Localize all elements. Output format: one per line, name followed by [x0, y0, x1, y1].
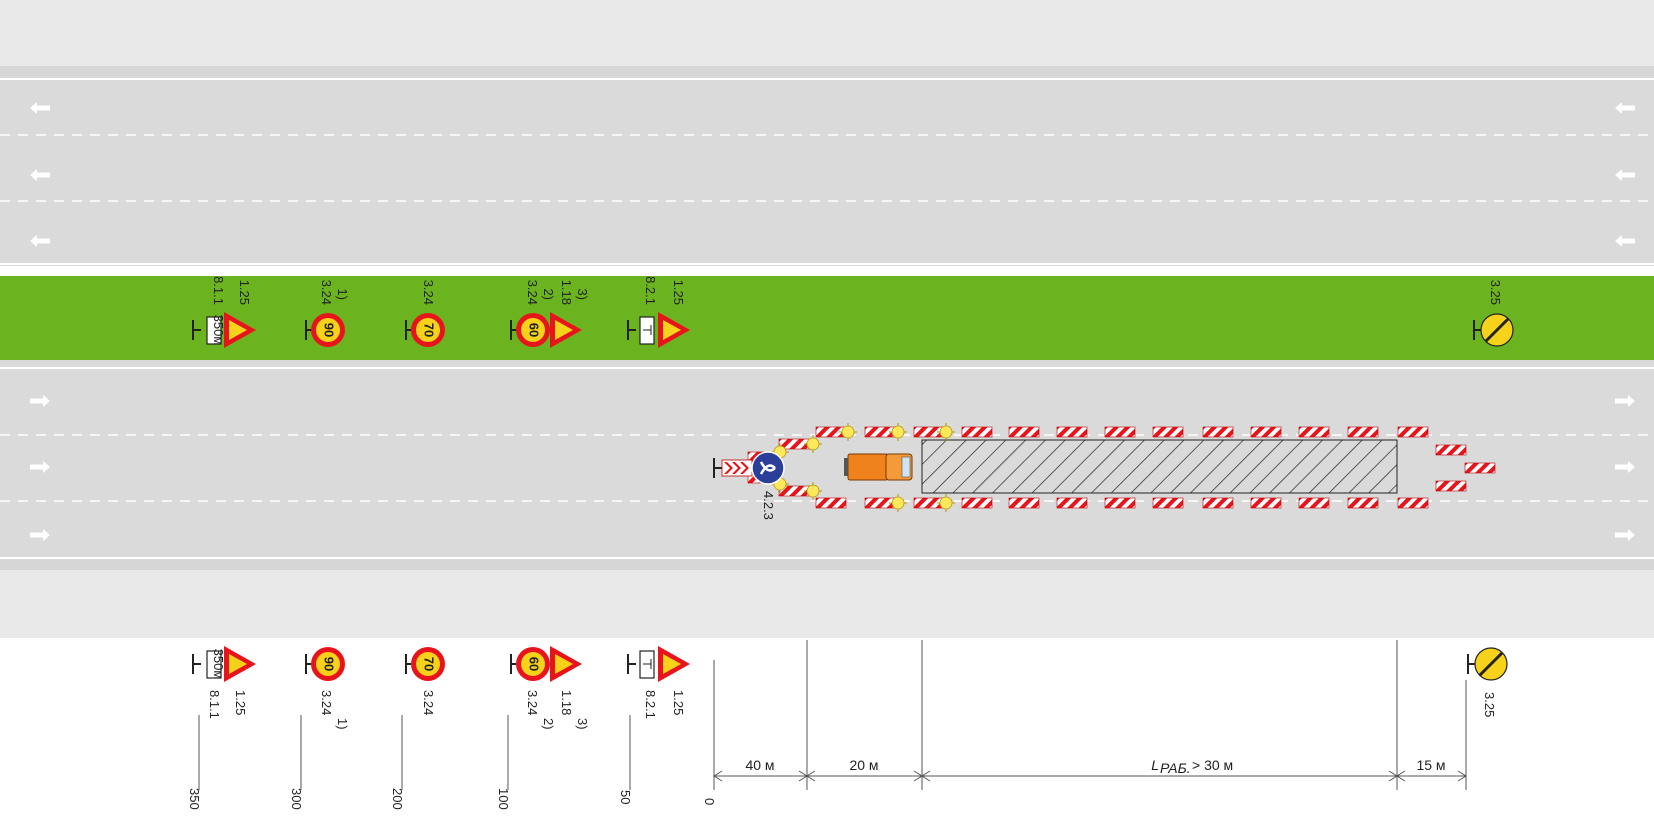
detour-sign-group: 4.2.3 [713, 451, 785, 520]
speed-value: 90 [322, 323, 337, 337]
keep-left-right-sign-icon [751, 451, 785, 485]
sign-code: 3.24 [525, 690, 540, 715]
sign-note: 1) [335, 288, 350, 300]
sign-group-50-roadside: 8.2.1 1.25 [627, 646, 690, 719]
work-area-hatched [921, 439, 1398, 494]
speed-value: 60 [527, 323, 542, 337]
distance-label: 100 [496, 788, 511, 810]
sign-code: 3.24 [525, 280, 540, 305]
sign-code: 1.18 [559, 690, 574, 715]
upper-curb [0, 66, 1654, 76]
end-sign-roadside: 3.25 [1467, 647, 1508, 717]
sign-code: 4.2.3 [761, 491, 776, 520]
sign-code: 8.2.1 [643, 690, 658, 719]
sign-group-100-median: 60 3.24 2) 1.18 3) [510, 280, 590, 348]
sign-code: 3.25 [1482, 692, 1497, 717]
sign-group-100-roadside: 60 3.24 2) 1.18 3) [510, 646, 590, 730]
sign-code: 1.18 [559, 280, 574, 305]
lower-carriageway [0, 360, 1654, 560]
distance-guides [198, 640, 1467, 790]
sign-code: 3.24 [319, 690, 334, 715]
distance-label: 350 [187, 788, 202, 810]
sign-code: 8.1.1 [211, 276, 226, 305]
sign-code: 8.1.1 [207, 690, 222, 719]
plate-sign [206, 316, 222, 345]
plate-text: 350м [211, 315, 226, 346]
sign-note: 3) [575, 718, 590, 730]
sign-code: 3.24 [319, 280, 334, 305]
speed-value: 60 [527, 657, 542, 671]
sign-code: 3.24 [421, 690, 436, 715]
end-sign-median: 3.25 [1473, 280, 1514, 347]
sign-note: 2) [541, 718, 556, 730]
sign-code: 3.25 [1488, 280, 1503, 305]
distance-label: 300 [289, 788, 304, 810]
dim-work-zone-symbol: L [1151, 757, 1159, 773]
distance-zero-label: 0 [702, 798, 717, 805]
dim-end-taper: 15 м [1416, 757, 1445, 773]
sign-group-350-median: 350м 8.1.1 1.25 [192, 276, 256, 348]
speed-value: 70 [422, 323, 437, 337]
dimension-line: 40 м 20 м L РАБ. > 30 м 15 м [713, 757, 1467, 782]
plate-text: 350м [211, 649, 226, 680]
sign-code: 1.25 [237, 280, 252, 305]
sign-group-300-median: 90 3.24 1) [305, 280, 350, 347]
sign-group-50-median: 8.2.1 1.25 [627, 276, 690, 348]
speed-value: 70 [422, 657, 437, 671]
sign-group-300-roadside: 90 3.24 1) [305, 647, 350, 730]
upper-shoulder [0, 0, 1654, 66]
dim-approach: 40 м [745, 757, 774, 773]
plate-sign [206, 650, 222, 679]
upper-carriageway [0, 76, 1654, 266]
sign-group-350-roadside: 350м 8.1.1 1.25 [192, 646, 256, 719]
speed-value: 90 [322, 657, 337, 671]
distance-label: 50 [618, 790, 633, 804]
sign-note: 3) [575, 288, 590, 300]
sign-code: 1.25 [671, 690, 686, 715]
sign-note: 2) [541, 288, 556, 300]
sign-code: 1.25 [233, 690, 248, 715]
sign-group-200-roadside: 70 3.24 [405, 647, 445, 715]
sign-group-200-median: 70 3.24 [405, 280, 445, 347]
sign-code: 3.24 [421, 280, 436, 305]
sign-code: 8.2.1 [643, 276, 658, 305]
lower-shoulder [0, 570, 1654, 638]
sign-note: 1) [335, 718, 350, 730]
work-vehicle-icon [844, 453, 913, 481]
dim-buffer: 20 м [849, 757, 878, 773]
median-strip [0, 276, 1654, 360]
distance-label: 200 [390, 788, 405, 810]
dim-work-zone-subscript: РАБ. [1160, 760, 1191, 776]
dim-work-zone-value: > 30 м [1192, 757, 1233, 773]
lower-curb [0, 560, 1654, 570]
sign-code: 1.25 [671, 280, 686, 305]
